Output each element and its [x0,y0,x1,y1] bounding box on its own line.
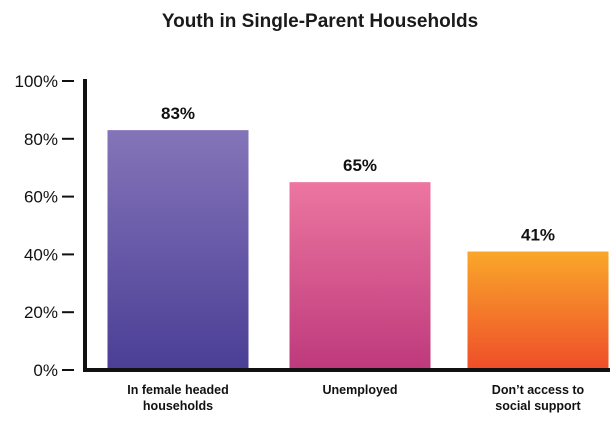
x-category-label: Don’t access to social support [492,383,585,413]
y-tick-label: 40% [24,245,58,264]
data-label: 41% [521,226,555,245]
y-axis: 0% 20% 40% 60% 80% 100% [15,72,610,380]
y-tick-label: 20% [24,303,58,322]
x-category-label: Unemployed [322,383,397,397]
chart-title: Youth in Single-Parent Households [162,11,478,32]
y-tick-label: 100% [15,72,58,91]
y-tick-label: 60% [24,188,58,207]
y-tick-label: 0% [33,361,58,380]
bar [289,182,431,368]
bars: 83% 65% 41% [107,104,609,368]
data-label: 83% [161,104,195,123]
data-label: 65% [343,156,377,175]
bar [107,130,249,368]
x-category-label: In female headed households [127,383,228,413]
y-tick-label: 80% [24,130,58,149]
bar [467,251,609,368]
x-axis-labels: In female headed households Unemployed Don’… [127,383,584,413]
